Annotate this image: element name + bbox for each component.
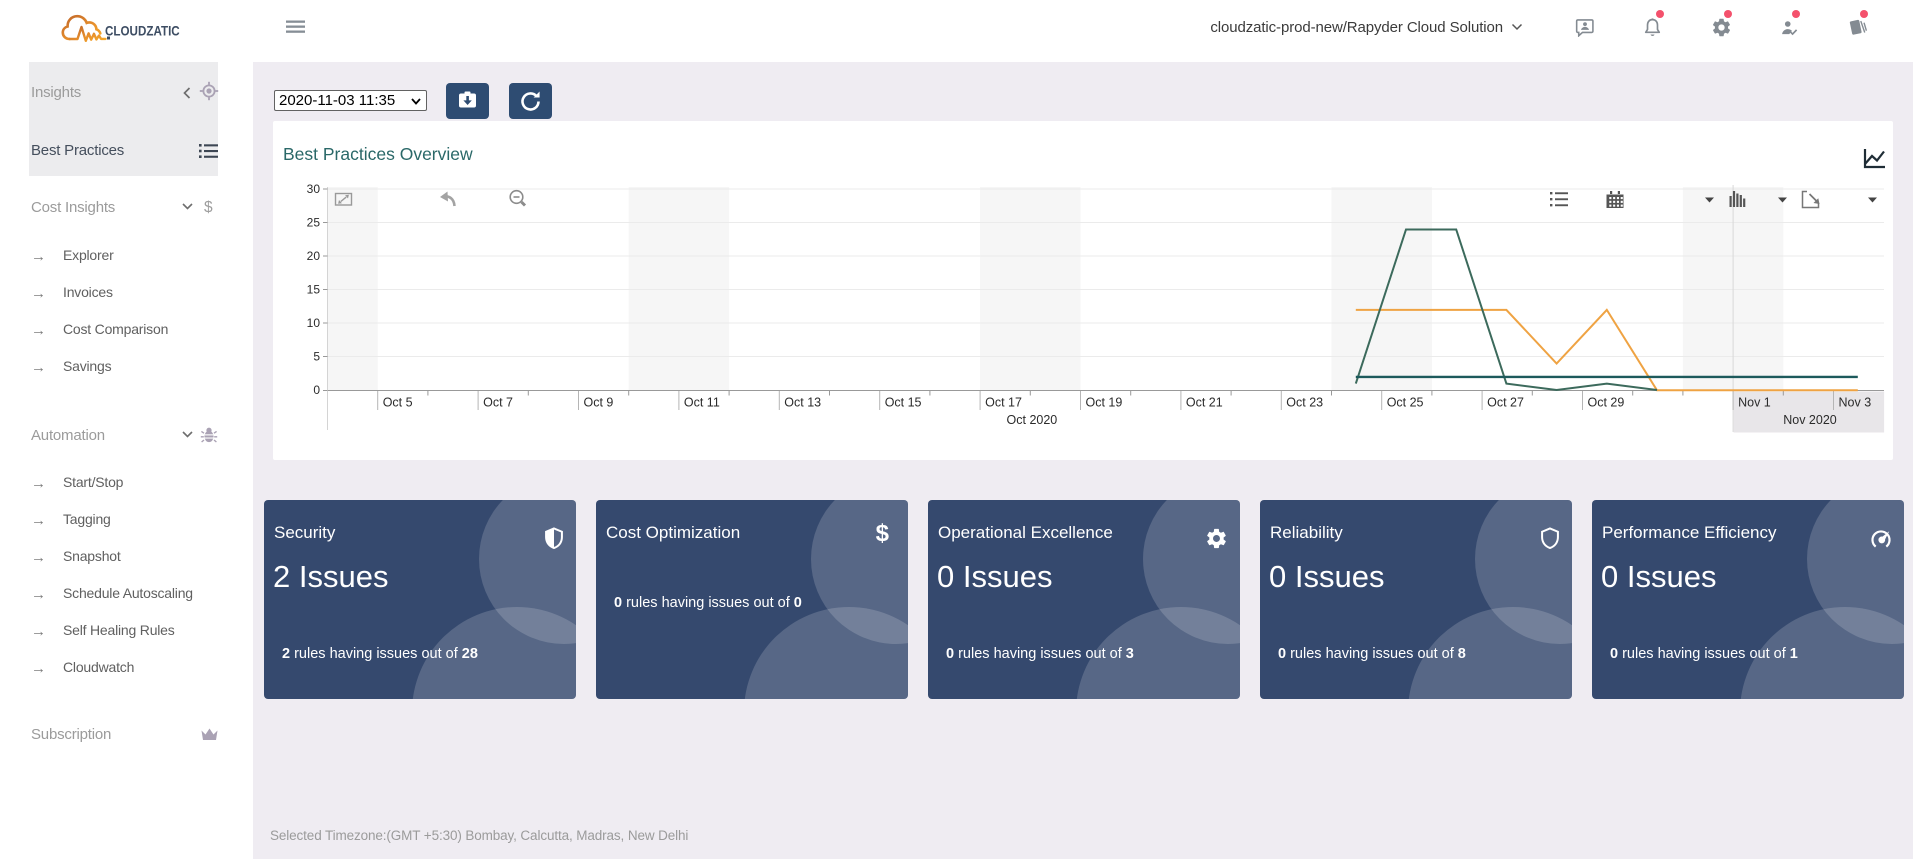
svg-text:15: 15 [307,283,321,297]
svg-text:25: 25 [307,216,321,230]
svg-text:Nov 3: Nov 3 [1839,396,1872,410]
svg-text:5: 5 [313,350,320,364]
svg-text:Oct 23: Oct 23 [1286,396,1323,410]
svg-text:20: 20 [307,249,321,263]
svg-text:Oct 17: Oct 17 [985,396,1022,410]
svg-text:Oct 29: Oct 29 [1588,396,1625,410]
svg-text:Oct 11: Oct 11 [684,396,720,410]
svg-text:Oct 15: Oct 15 [885,396,922,410]
svg-text:30: 30 [307,182,321,196]
svg-text:Oct 5: Oct 5 [383,396,413,410]
svg-text:Oct 7: Oct 7 [483,396,513,410]
svg-text:10: 10 [307,316,321,330]
svg-text:Oct 13: Oct 13 [784,396,821,410]
svg-text:Oct 19: Oct 19 [1086,396,1123,410]
svg-text:Oct 21: Oct 21 [1186,396,1223,410]
svg-text:Oct 27: Oct 27 [1487,396,1524,410]
svg-text:Oct 9: Oct 9 [584,396,614,410]
svg-text:Nov 2020: Nov 2020 [1783,413,1837,427]
svg-text:0: 0 [313,383,320,397]
svg-text:Nov 1: Nov 1 [1738,396,1771,410]
svg-text:Oct 2020: Oct 2020 [1007,413,1058,427]
svg-text:Oct 25: Oct 25 [1387,396,1424,410]
svg-text:CLOUDZATIC: CLOUDZATIC [105,22,180,38]
